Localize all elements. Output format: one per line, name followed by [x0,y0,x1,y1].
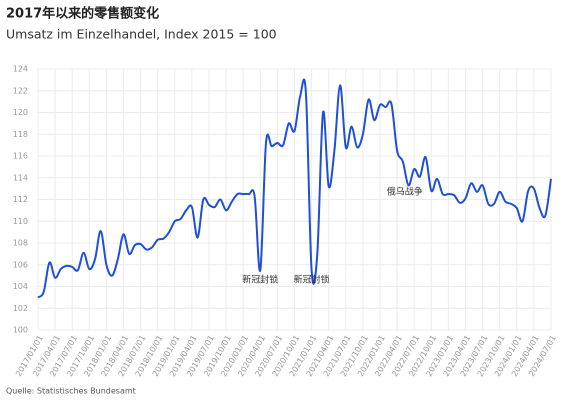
annotation: 新冠封锁 [242,274,278,286]
y-tick-label: 100 [13,326,28,335]
y-tick-label: 110 [13,217,28,226]
y-tick-label: 118 [13,130,28,139]
y-tick-label: 102 [13,304,28,313]
y-tick-label: 106 [13,260,28,269]
annotation: 新冠封锁 [294,274,330,286]
y-tick-label: 104 [13,282,28,291]
y-tick-label: 122 [13,86,28,95]
y-tick-label: 124 [13,65,28,74]
y-tick-label: 108 [13,239,28,248]
chart-subtitle: Umsatz im Einzelhandel, Index 2015 = 100 [6,27,277,42]
y-tick-label: 112 [13,195,28,204]
chart-title: 2017年以来的零售额变化 [6,6,159,22]
annotation: 俄乌战争 [387,186,423,198]
source: Quelle: Statistisches Bundesamt [6,387,136,396]
line [37,78,552,299]
y-tick-label: 114 [13,173,28,182]
y-tick-label: 120 [13,108,28,117]
y-tick-label: 116 [13,152,28,161]
